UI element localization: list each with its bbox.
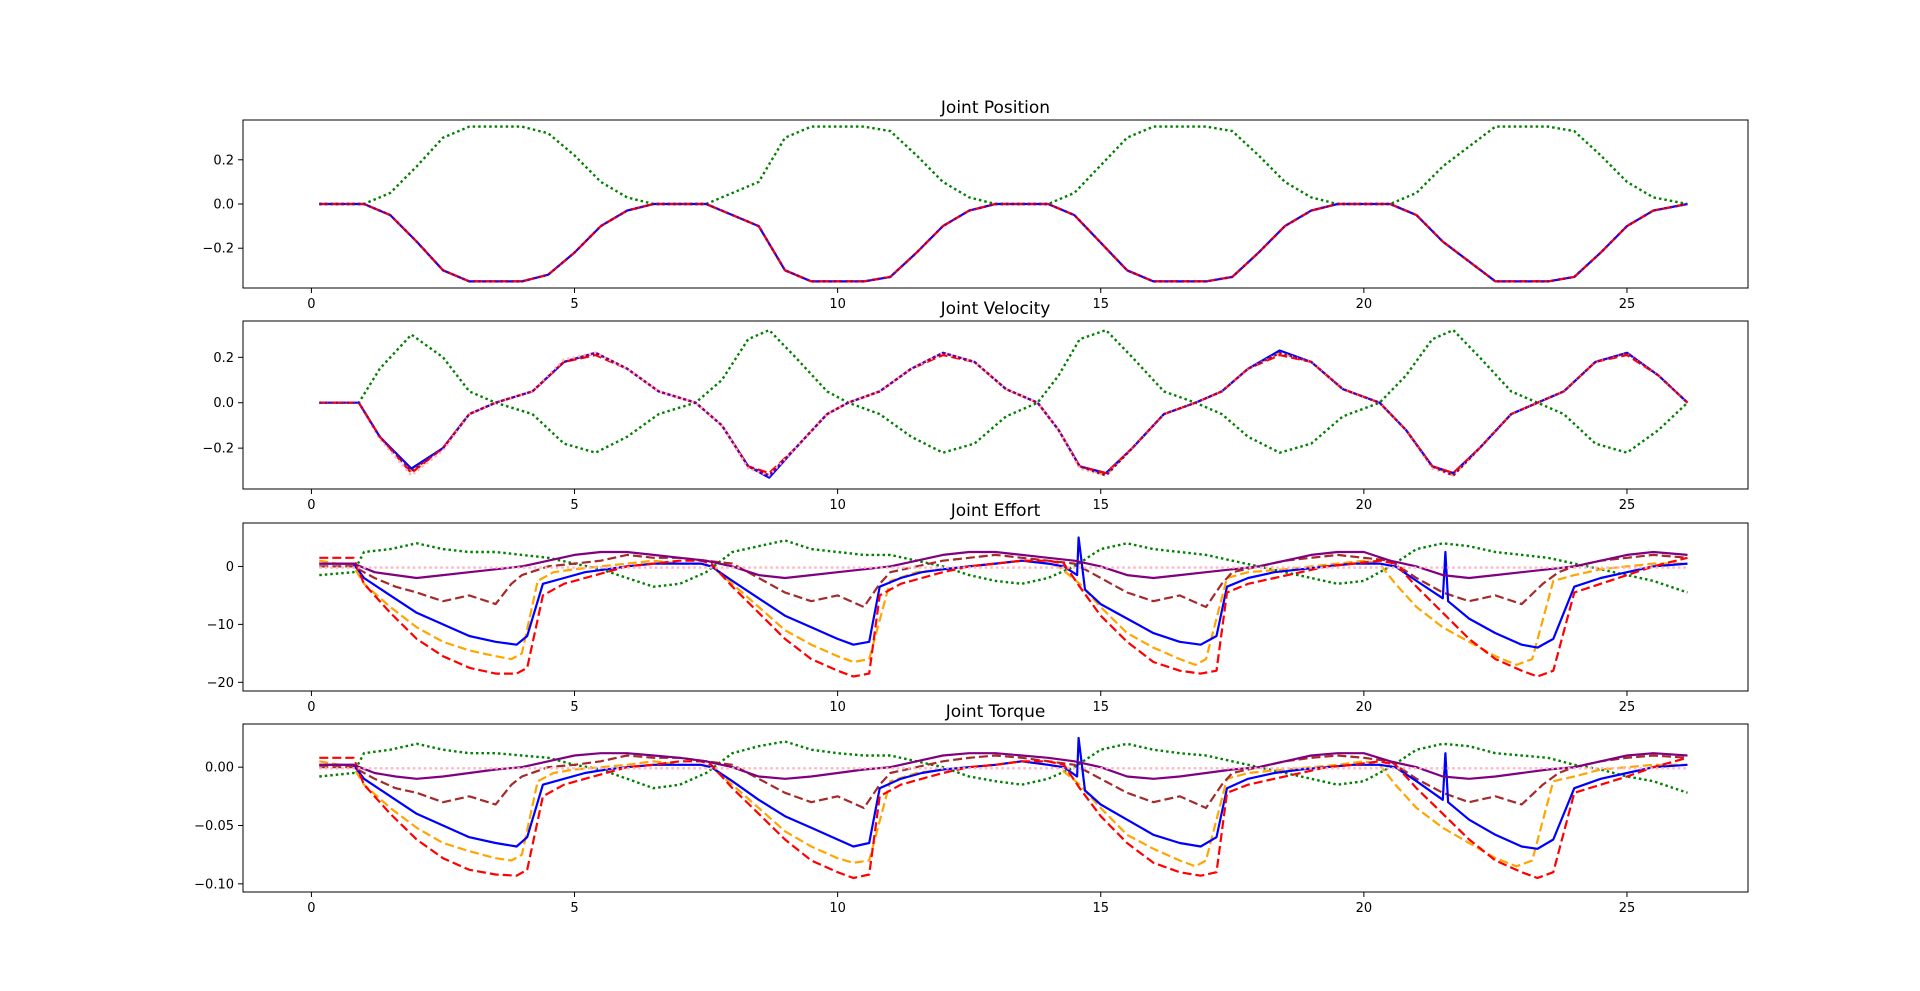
x-tick-label: 20 <box>1356 498 1373 513</box>
x-tick-label: 0 <box>307 700 315 715</box>
x-tick-label: 5 <box>570 498 578 513</box>
series-line-1 <box>319 328 1689 454</box>
x-tick-label: 0 <box>307 498 315 513</box>
x-tick-label: 20 <box>1356 297 1373 312</box>
x-tick-label: 10 <box>829 700 846 715</box>
x-tick-label: 25 <box>1619 901 1636 916</box>
x-tick-label: 15 <box>1092 901 1109 916</box>
subplot-title: Joint Effort <box>950 501 1041 521</box>
series-line-4 <box>319 536 1688 649</box>
y-tick-label: 0.0 <box>213 396 234 411</box>
x-tick-label: 5 <box>570 901 578 916</box>
series-line-3 <box>319 202 1688 283</box>
series-group <box>319 328 1689 479</box>
series-line-3 <box>319 553 1688 609</box>
x-tick-label: 25 <box>1619 297 1636 312</box>
series-line-3 <box>319 754 1688 810</box>
axes-frame <box>242 723 1749 893</box>
series-group <box>319 736 1688 880</box>
series-line-4 <box>319 202 1688 283</box>
series-line-1 <box>319 125 1688 206</box>
x-tick-label: 5 <box>570 297 578 312</box>
x-tick-label: 20 <box>1356 700 1373 715</box>
x-tick-label: 20 <box>1356 901 1373 916</box>
series-line-5 <box>319 756 1688 880</box>
y-tick-label: −0.2 <box>202 242 234 257</box>
y-tick-label: 0.00 <box>205 761 234 776</box>
x-tick-label: 15 <box>1092 700 1109 715</box>
y-tick-label: −10 <box>207 618 234 633</box>
series-line-3 <box>319 349 1689 479</box>
subplot-4: 0 5 10 15 20 25 0.00 −0.05 −0.10 Joint Torque <box>194 702 1749 916</box>
series-line-6 <box>319 550 1688 580</box>
y-tick-label: −0.10 <box>194 877 234 892</box>
y-tick-label: 0.2 <box>213 351 234 366</box>
y-tick-label: −0.05 <box>194 819 234 834</box>
x-tick-label: 0 <box>307 901 315 916</box>
x-tick-label: 5 <box>570 700 578 715</box>
series-line-2 <box>319 202 1688 283</box>
subplot-3: 0 5 10 15 20 25 0 −10 −20 Joint Effort <box>207 501 1749 715</box>
series-group <box>319 125 1688 283</box>
subplot-2: 0 5 10 15 20 25 0.2 0.0 −0.2 Joint Velocity <box>202 299 1749 513</box>
series-line-6 <box>319 752 1688 780</box>
y-tick-label: 0.0 <box>213 198 234 213</box>
y-tick-label: 0 <box>226 560 234 575</box>
x-tick-label: 0 <box>307 297 315 312</box>
y-tick-label: −0.2 <box>202 442 234 457</box>
series-group <box>319 536 1688 678</box>
y-tick-label: −20 <box>207 676 234 691</box>
series-line-1 <box>319 740 1688 794</box>
series-line-4 <box>319 736 1688 850</box>
series-line-6 <box>319 351 1689 477</box>
x-tick-label: 25 <box>1619 700 1636 715</box>
subplot-title: Joint Torque <box>945 702 1046 722</box>
x-tick-label: 25 <box>1619 498 1636 513</box>
x-tick-label: 10 <box>829 901 846 916</box>
x-tick-label: 15 <box>1092 498 1109 513</box>
series-line-4 <box>319 354 1689 475</box>
x-tick-label: 15 <box>1092 297 1109 312</box>
x-tick-label: 10 <box>829 297 846 312</box>
subplot-title: Joint Velocity <box>940 299 1051 319</box>
subplot-title: Joint Position <box>940 98 1050 118</box>
series-line-1 <box>319 539 1688 594</box>
subplot-1: 0 5 10 15 20 25 0.2 0.0 −0.2 Joint Position <box>202 98 1749 312</box>
series-line-2 <box>319 351 1689 477</box>
series-line-5 <box>319 556 1688 678</box>
series-line-5 <box>319 351 1689 477</box>
axes-frame <box>242 320 1749 490</box>
x-tick-label: 10 <box>829 498 846 513</box>
axes-frame <box>242 522 1749 692</box>
y-tick-label: 0.2 <box>213 153 234 168</box>
